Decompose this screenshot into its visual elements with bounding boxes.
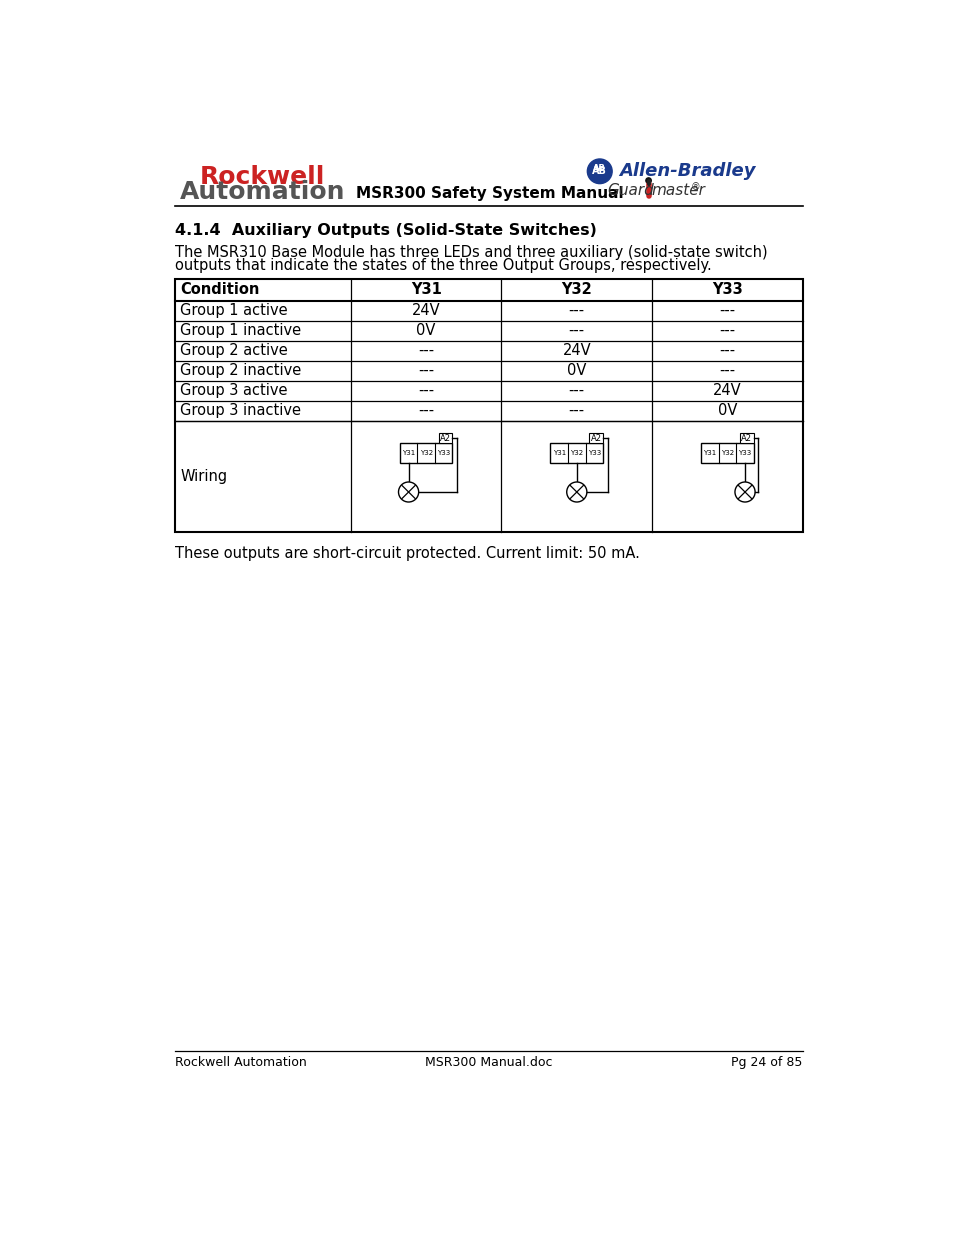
Text: A2: A2 — [590, 433, 601, 443]
Text: ---: --- — [719, 363, 735, 378]
Circle shape — [398, 482, 418, 501]
Text: Condition: Condition — [180, 283, 259, 298]
Text: Y32: Y32 — [561, 283, 592, 298]
Text: Y33: Y33 — [587, 450, 600, 456]
Bar — [399, 443, 452, 463]
Text: ---: --- — [568, 383, 584, 398]
Bar — [740, 433, 753, 443]
Text: Group 2 inactive: Group 2 inactive — [180, 363, 301, 378]
Circle shape — [645, 178, 651, 183]
Text: MSR300 Safety System Manual: MSR300 Safety System Manual — [355, 186, 622, 201]
Circle shape — [566, 482, 586, 501]
Text: Y31: Y31 — [702, 450, 716, 456]
Text: Rockwell: Rockwell — [200, 164, 325, 189]
Text: AB: AB — [592, 167, 606, 177]
Text: Y33: Y33 — [711, 283, 742, 298]
Bar — [438, 433, 452, 443]
Text: MSR300 Manual.doc: MSR300 Manual.doc — [425, 1056, 552, 1068]
Text: ---: --- — [417, 363, 434, 378]
Text: The MSR310 Base Module has three LEDs and three auxiliary (solid-state switch): The MSR310 Base Module has three LEDs an… — [174, 245, 767, 259]
Bar — [589, 433, 602, 443]
Bar — [174, 279, 802, 532]
Text: 4.1.4  Auxiliary Outputs (Solid-State Switches): 4.1.4 Auxiliary Outputs (Solid-State Swi… — [174, 224, 597, 238]
Circle shape — [587, 159, 612, 184]
Text: Group 3 inactive: Group 3 inactive — [180, 404, 301, 419]
Text: ---: --- — [568, 404, 584, 419]
Text: Y32: Y32 — [570, 450, 583, 456]
Text: 0V: 0V — [717, 404, 737, 419]
Text: Guard: Guard — [607, 183, 654, 198]
Text: Automation: Automation — [180, 180, 345, 204]
Text: Group 1 inactive: Group 1 inactive — [180, 324, 301, 338]
Text: Y33: Y33 — [738, 450, 751, 456]
Text: master: master — [651, 183, 705, 198]
Text: ---: --- — [719, 343, 735, 358]
Text: Rockwell Automation: Rockwell Automation — [174, 1056, 307, 1068]
Text: Y31: Y31 — [401, 450, 415, 456]
Text: A2: A2 — [439, 433, 451, 443]
Text: 24V: 24V — [562, 343, 591, 358]
Text: AɃ: AɃ — [593, 164, 605, 173]
Text: ®: ® — [690, 182, 700, 191]
Text: Y32: Y32 — [720, 450, 733, 456]
Text: Group 3 active: Group 3 active — [180, 383, 288, 398]
Bar — [550, 443, 602, 463]
Text: 0V: 0V — [566, 363, 586, 378]
Text: Y31: Y31 — [552, 450, 565, 456]
Text: Y33: Y33 — [436, 450, 450, 456]
Text: Wiring: Wiring — [180, 469, 228, 484]
Text: These outputs are short-circuit protected. Current limit: 50 mA.: These outputs are short-circuit protecte… — [174, 547, 639, 562]
Text: Y32: Y32 — [419, 450, 433, 456]
Text: 0V: 0V — [416, 324, 436, 338]
Text: ---: --- — [568, 324, 584, 338]
Text: A2: A2 — [740, 433, 752, 443]
Text: outputs that indicate the states of the three Output Groups, respectively.: outputs that indicate the states of the … — [174, 258, 711, 273]
Text: ---: --- — [719, 324, 735, 338]
Circle shape — [734, 482, 755, 501]
Text: Group 1 active: Group 1 active — [180, 303, 288, 319]
Text: 24V: 24V — [713, 383, 741, 398]
Text: Pg 24 of 85: Pg 24 of 85 — [731, 1056, 802, 1068]
Text: ---: --- — [568, 303, 584, 319]
Text: Group 2 active: Group 2 active — [180, 343, 288, 358]
Text: 24V: 24V — [412, 303, 440, 319]
Text: ---: --- — [417, 383, 434, 398]
Bar — [700, 443, 753, 463]
Text: Allen-Bradley: Allen-Bradley — [618, 162, 755, 180]
Text: Y31: Y31 — [411, 283, 441, 298]
Text: ---: --- — [719, 303, 735, 319]
Text: ---: --- — [417, 343, 434, 358]
Text: ---: --- — [417, 404, 434, 419]
